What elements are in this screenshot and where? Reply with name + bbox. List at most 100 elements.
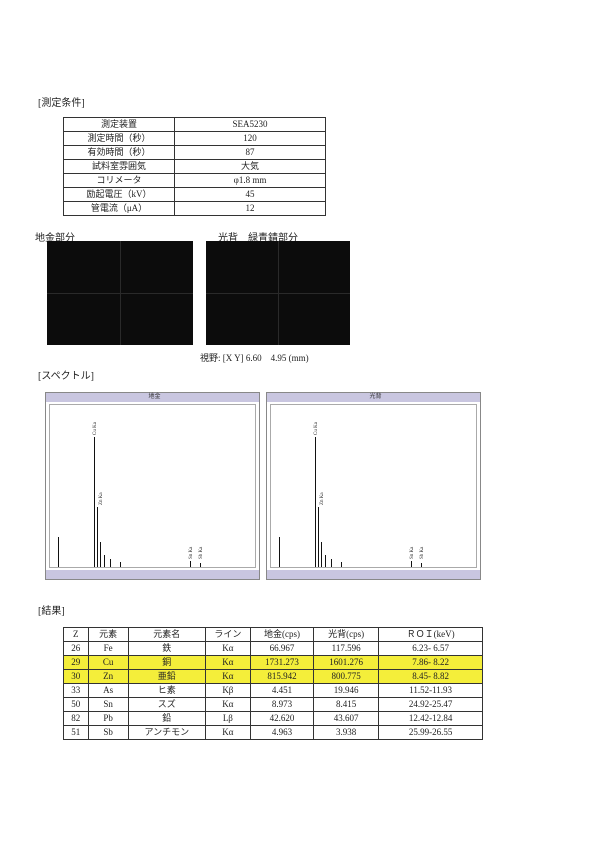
header-row: Z 元素 元素名 ライン 地金(cps) 光背(cps) ＲＯＩ(keV) — [63, 627, 483, 642]
section-heading: [結果] — [38, 606, 65, 617]
table-cell: 12.42-12.84 — [378, 711, 483, 726]
peak — [411, 561, 412, 567]
table-cell: 33 — [63, 683, 89, 698]
peak — [279, 537, 280, 567]
results-table: Z 元素 元素名 ライン 地金(cps) 光背(cps) ＲＯＩ(keV) 26 Fe 鉄 Kα 66… — [63, 627, 483, 740]
table-cell: コリメータ — [63, 173, 175, 188]
micrograph — [47, 241, 193, 345]
table-cell: 鉄 — [127, 641, 206, 656]
table-cell: 12 — [174, 201, 326, 216]
table-cell: 1731.273 — [249, 655, 315, 670]
table-cell: Zn — [87, 669, 129, 684]
table-cell: 66.967 — [249, 641, 315, 656]
table-cell: スズ — [127, 697, 206, 712]
table-row: 管電流（μA） 12 — [63, 201, 326, 216]
table-cell: 4.963 — [249, 725, 315, 740]
table-cell: 29 — [63, 655, 89, 670]
section-heading: [測定条件] — [38, 98, 85, 109]
table-cell: 試料室雰囲気 — [63, 159, 175, 174]
peak — [421, 563, 422, 567]
table-row: コリメータ φ1.8 mm — [63, 173, 326, 188]
table-cell: 30 — [63, 669, 89, 684]
table-cell: 鉛 — [127, 711, 206, 726]
table-cell: 51 — [63, 725, 89, 740]
table-row: 51 Sb アンチモン Kα 4.963 3.938 25.99-26.55 — [63, 725, 483, 740]
peak-label: Cu Ka — [314, 422, 319, 435]
table-cell: Lβ — [204, 711, 251, 726]
peak-label: Sb Ka — [420, 546, 425, 559]
table-cell: ヒ素 — [127, 683, 206, 698]
status-bar — [46, 570, 259, 579]
table-cell: Kα — [204, 725, 251, 740]
table-row: 有効時間（秒） 87 — [63, 145, 326, 160]
table-row: 試料室雰囲気 大気 — [63, 159, 326, 174]
table-cell: 大気 — [174, 159, 326, 174]
header-cell: ＲＯＩ(keV) — [378, 627, 483, 642]
table-row: 測定時間（秒） 120 — [63, 131, 326, 146]
table-cell: Cu — [87, 655, 129, 670]
header-cell: 元素名 — [127, 627, 206, 642]
table-cell: アンチモン — [127, 725, 206, 740]
peak-label: Sb Ka — [199, 546, 204, 559]
table-cell: 50 — [63, 697, 89, 712]
spectrum-window: 地金 Cu Ka Zn Ka Sn Ka Sb Ka — [45, 392, 260, 580]
header-cell: Z — [63, 627, 89, 642]
peak — [325, 555, 326, 567]
image-label: 光背 緑青錆部分 — [218, 233, 298, 244]
table-cell: Kα — [204, 697, 251, 712]
table-cell: Kα — [204, 669, 251, 684]
table-cell: Fe — [87, 641, 129, 656]
table-cell: 7.86- 8.22 — [378, 655, 483, 670]
peak — [110, 559, 111, 567]
table-cell: 亜鉛 — [127, 669, 206, 684]
table-cell: 8.415 — [313, 697, 380, 712]
table-cell: 800.775 — [313, 669, 380, 684]
peak — [94, 437, 95, 567]
conditions-table: 測定装置 SEA5230 測定時間（秒） 120 有効時間（秒） 87 試料室雰囲気 大気 コリ… — [63, 117, 326, 216]
peak — [58, 537, 59, 567]
header-cell: 元素 — [87, 627, 129, 642]
header-cell: 地金(cps) — [249, 627, 315, 642]
table-cell: 43.607 — [313, 711, 380, 726]
window-title: 地金 — [46, 393, 259, 402]
peak — [100, 542, 101, 567]
table-cell: 有効時間（秒） — [63, 145, 175, 160]
peak-label: Sn Ka — [410, 546, 415, 559]
table-row: 30 Zn 亜鉛 Kα 815.942 800.775 8.45- 8.82 — [63, 669, 483, 684]
table-cell: 測定装置 — [63, 117, 175, 132]
peak — [315, 437, 316, 567]
section-heading: [スペクトル] — [38, 371, 94, 382]
table-cell: 6.23- 6.57 — [378, 641, 483, 656]
table-cell: 8.45- 8.82 — [378, 669, 483, 684]
table-cell: 1601.276 — [313, 655, 380, 670]
table-cell: 25.99-26.55 — [378, 725, 483, 740]
peak — [331, 559, 332, 567]
table-cell: Kβ — [204, 683, 251, 698]
table-cell: 26 — [63, 641, 89, 656]
table-cell: 82 — [63, 711, 89, 726]
micrograph — [206, 241, 350, 345]
table-row: 50 Sn スズ Kα 8.973 8.415 24.92-25.47 — [63, 697, 483, 712]
table-cell: 42.620 — [249, 711, 315, 726]
status-bar — [267, 570, 480, 579]
table-row: 測定装置 SEA5230 — [63, 117, 326, 132]
field-of-view: 視野: [X Y] 6.60 4.95 (mm) — [200, 353, 309, 363]
peak — [97, 507, 98, 567]
table-cell: SEA5230 — [174, 117, 326, 132]
table-cell: Sb — [87, 725, 129, 740]
table-cell: 測定時間（秒） — [63, 131, 175, 146]
table-cell: 銅 — [127, 655, 206, 670]
header-cell: 光背(cps) — [313, 627, 380, 642]
table-cell: As — [87, 683, 129, 698]
table-cell: 117.596 — [313, 641, 380, 656]
table-cell: 8.973 — [249, 697, 315, 712]
table-cell: 管電流（μA） — [63, 201, 175, 216]
peak — [318, 507, 319, 567]
peak-label: Sn Ka — [189, 546, 194, 559]
peak-label: Zn Ka — [99, 492, 104, 505]
peak — [120, 562, 121, 567]
table-cell: 3.938 — [313, 725, 380, 740]
table-row: 励起電圧（kV） 45 — [63, 187, 326, 202]
peak-label: Cu Ka — [93, 422, 98, 435]
